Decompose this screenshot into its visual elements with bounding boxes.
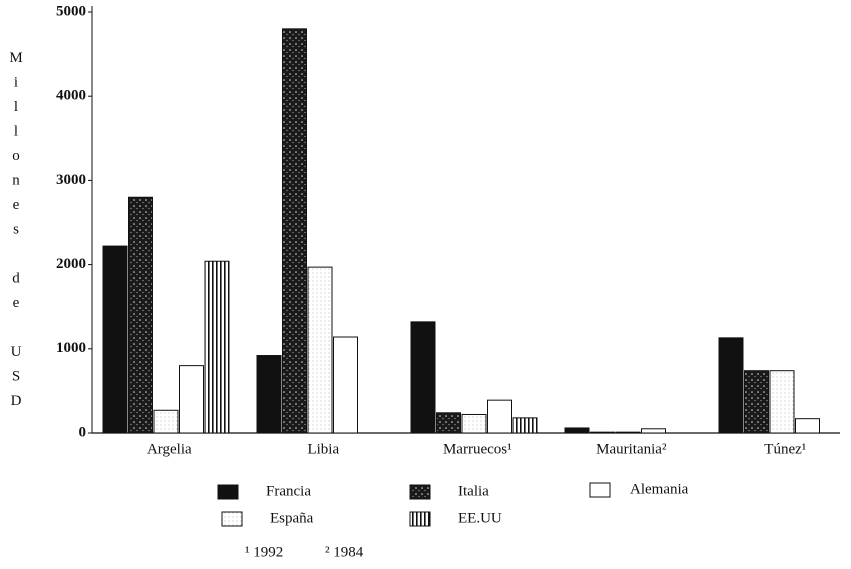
bar [128, 196, 153, 434]
bar [590, 431, 615, 434]
bar [615, 431, 641, 434]
y-tick-label: 2000 [56, 256, 86, 272]
bar [410, 321, 436, 434]
bar [718, 337, 744, 434]
y-axis-label: Millones de USD [8, 50, 24, 418]
legend-swatch [217, 484, 239, 500]
bar [179, 365, 204, 434]
y-tick-label: 0 [79, 424, 87, 440]
bar [461, 413, 487, 434]
x-tick-label: Libia [307, 441, 339, 457]
legend-label: Italia [458, 483, 489, 499]
x-tick-label: Marruecos¹ [443, 441, 512, 457]
y-tick-label: 5000 [56, 3, 86, 19]
x-tick-label: Túnez¹ [764, 441, 806, 457]
legend-swatch [409, 484, 431, 500]
x-tick-label: Mauritania² [596, 441, 667, 457]
legend-label: EE.UU [458, 510, 502, 526]
legend-label: Francia [266, 483, 311, 499]
bar [436, 412, 461, 434]
bar [769, 370, 795, 434]
legend-label: España [270, 510, 314, 526]
bar [487, 399, 512, 434]
y-tick-label: 1000 [56, 340, 86, 356]
bar [204, 260, 230, 434]
bar [795, 418, 820, 434]
bar [641, 428, 666, 434]
bar [333, 336, 358, 434]
bar [744, 370, 769, 434]
x-tick-label: Argelia [147, 441, 192, 457]
legend-swatch [589, 482, 611, 498]
bar [102, 245, 128, 434]
bar [256, 355, 282, 434]
y-tick-label: 3000 [56, 172, 86, 188]
y-tick-label: 4000 [56, 88, 86, 104]
bar [512, 417, 538, 434]
bar [307, 266, 333, 434]
bar [153, 409, 179, 434]
bar [282, 28, 307, 434]
legend-swatch [409, 511, 431, 527]
footnote: ¹ 1992 [245, 544, 283, 560]
legend-swatch [221, 511, 243, 527]
legend-label: Alemania [630, 481, 689, 497]
footnote: ² 1984 [325, 544, 364, 560]
bar [564, 427, 590, 434]
